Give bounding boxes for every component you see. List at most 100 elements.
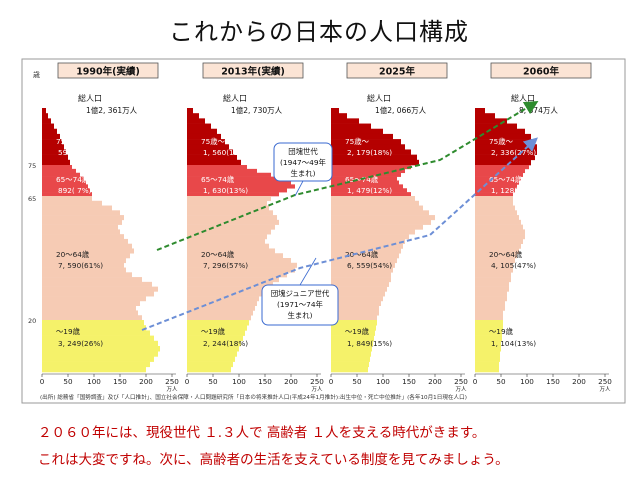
group-label: 75歳～ [56, 137, 80, 146]
x-tick-label: 0 [329, 377, 334, 386]
pyramid-bar-a20 [475, 305, 505, 311]
pyramid-bar-a20 [475, 200, 513, 206]
pyramid-bar-a65 [475, 176, 521, 181]
pyramid-bar-a20 [475, 296, 507, 302]
pyramid-bar-a20 [42, 248, 134, 254]
pyramid-bar-a75 [475, 149, 537, 155]
year-label: 1990年(実績) [76, 66, 140, 78]
pyramid-bar-a20 [187, 286, 267, 292]
total-value: 1億2, 730万人 [231, 105, 283, 115]
pyramid-bar-a75 [187, 149, 233, 155]
pyramid-bar-a75 [42, 113, 48, 119]
pyramid-bar-a0 [42, 351, 158, 357]
pyramid-bar-a20 [42, 267, 126, 273]
total-value: 1億2, 066万人 [375, 105, 427, 115]
pyramid-bar-a65 [331, 184, 403, 189]
pyramid-bar-a20 [187, 196, 271, 202]
pyramid-bar-a0 [331, 361, 369, 368]
pyramid-bar-a65 [331, 180, 399, 185]
pyramid-bar-a75 [475, 144, 537, 150]
pyramid-bar-a20 [331, 272, 391, 278]
pyramid-bar-a0 [42, 320, 144, 326]
pyramid-bar-a65 [331, 192, 411, 197]
pyramid-bar-a20 [331, 248, 401, 254]
pyramid-bar-a20 [475, 291, 507, 297]
pyramid-bar-a75 [331, 139, 401, 145]
x-tick-label: 50 [352, 377, 362, 386]
pyramid-bar-a65 [331, 188, 407, 193]
pyramid-bar-a20 [42, 229, 120, 235]
pyramid-bar-a75 [475, 133, 531, 140]
group-value: 1, 104(13%) [491, 339, 536, 348]
pyramid-bar-a20 [42, 315, 142, 321]
group-label: ～19歳 [201, 327, 226, 336]
group-label: ～19歳 [56, 327, 81, 336]
pyramid-bar-a75 [475, 159, 531, 166]
group-label: ～19歳 [345, 327, 370, 336]
group-value: 2, 336(27%) [491, 148, 536, 157]
pyramid-bar-a20 [475, 253, 517, 259]
pyramid-bar-a20 [475, 229, 525, 235]
group-value: 597( 5%) [58, 148, 92, 157]
group-label: 20～64歳 [489, 250, 523, 259]
age-axis-label: 歳 [33, 70, 40, 79]
pyramid-bar-a20 [187, 210, 273, 216]
pyramid-bar-a75 [42, 154, 68, 161]
pyramid-bar-a20 [187, 310, 253, 316]
pyramid-bar-a20 [187, 219, 279, 225]
pyramid-bar-a0 [331, 351, 371, 357]
pyramid-bar-a20 [187, 305, 255, 311]
pyramid-bar-a65 [42, 172, 80, 177]
pyramid-bar-a0 [475, 351, 500, 357]
pyramid-bar-a20 [42, 253, 130, 259]
pyramid-bar-a75 [42, 108, 46, 114]
x-tick-label: 250 [165, 377, 179, 386]
year-label: 2060年 [523, 66, 559, 78]
pyramid-bar-a75 [187, 113, 199, 119]
pyramid-bar-a20 [331, 210, 429, 216]
pyramid-bar-a20 [42, 300, 140, 306]
pyramid-bar-a0 [475, 356, 500, 362]
pyramid-bar-a20 [42, 238, 128, 244]
x-tick-label: 0 [185, 377, 190, 386]
group-label: 65～74歳 [489, 175, 523, 184]
pyramid-bar-a65 [187, 184, 295, 189]
pyramid-bar-a0 [331, 325, 376, 331]
pyramid-bar-a0 [475, 340, 501, 347]
x-tick-label: 150 [258, 377, 272, 386]
pyramid-bar-a65 [42, 188, 90, 193]
pyramid-bar-a65 [475, 168, 525, 174]
pyramid-bar-a65 [187, 176, 283, 181]
pyramid-bar-a20 [42, 243, 132, 249]
x-tick-label: 100 [376, 377, 390, 386]
dankai-callout-text: 生まれ) [290, 169, 315, 178]
pyramid-bar-a20 [331, 277, 391, 283]
pyramid-bar-a0 [331, 340, 373, 347]
group-label: 75歳～ [201, 137, 225, 146]
pyramid-bar-a65 [187, 172, 271, 177]
pyramid-bar-a20 [331, 238, 405, 244]
x-tick-label: 250 [454, 377, 468, 386]
dankai-callout-text: 団塊世代 [288, 147, 318, 156]
pyramid-bar-a20 [42, 215, 124, 221]
pyramid-bar-a20 [331, 262, 395, 268]
pyramid-bar-a75 [331, 123, 371, 130]
pyramid-bar-a65 [475, 188, 515, 193]
pyramid-bar-a20 [187, 248, 275, 254]
pyramid-bar-a20 [331, 243, 403, 249]
pyramid-bar-a20 [331, 229, 415, 235]
pyramid-bar-a0 [42, 366, 146, 373]
pyramid-bar-a0 [187, 356, 235, 362]
pyramid-bar-a20 [331, 305, 379, 311]
age-tick-label: 20 [28, 317, 36, 325]
pyramid-bar-a20 [187, 234, 267, 240]
pyramid-bar-a20 [187, 243, 269, 249]
pyramid-bar-a65 [42, 192, 92, 197]
group-label: 75歳～ [345, 137, 369, 146]
pyramid-bar-a20 [42, 291, 154, 297]
pyramid-bar-a20 [187, 281, 273, 287]
